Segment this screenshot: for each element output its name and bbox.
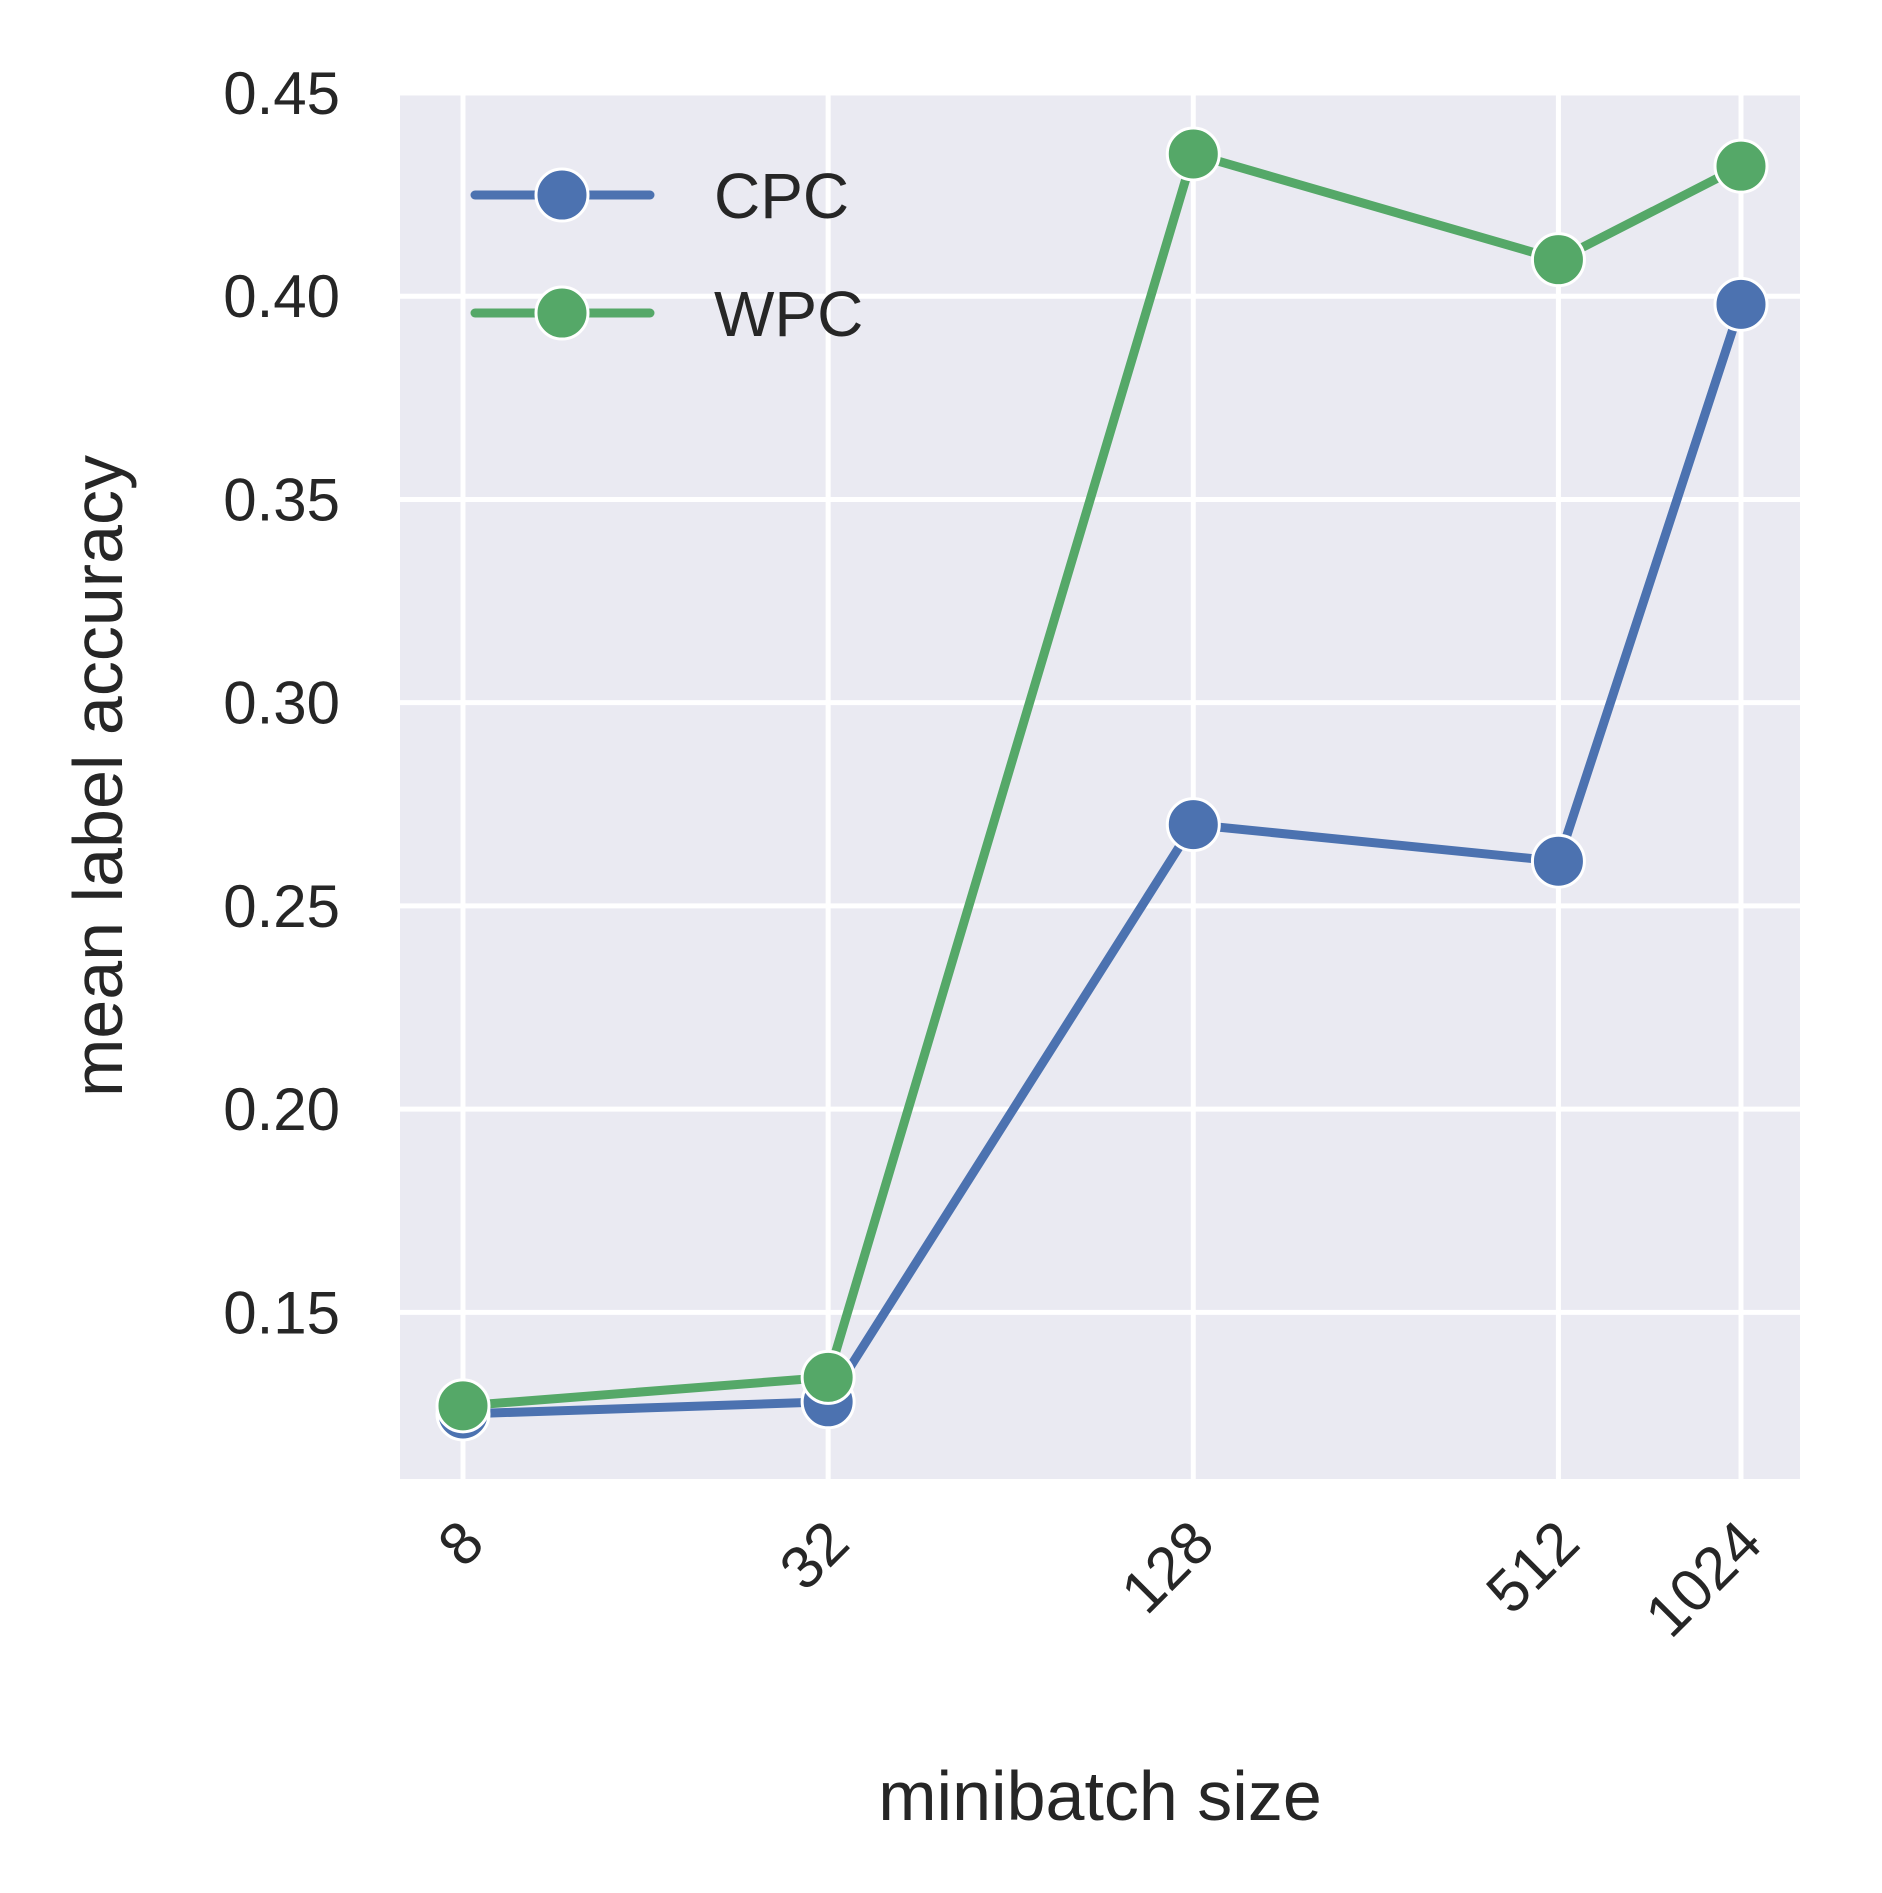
plot-area: [400, 93, 1800, 1479]
y-tick-label: 0.45: [223, 60, 340, 127]
x-tick-label: 1024: [1632, 1508, 1774, 1650]
y-tick-labels: 0.15 0.20 0.25 0.30 0.35 0.40 0.45: [223, 60, 340, 1346]
x-tick-label: 128: [1108, 1508, 1226, 1626]
x-tick-labels: 8 32 128 512 1024: [425, 1508, 1774, 1650]
y-tick-label: 0.30: [223, 670, 340, 737]
x-tick-label: 512: [1473, 1508, 1591, 1626]
y-tick-label: 0.20: [223, 1076, 340, 1143]
data-point: [1713, 138, 1769, 194]
data-point: [1713, 276, 1769, 332]
legend-marker: [534, 167, 590, 223]
x-axis-label: minibatch size: [878, 1757, 1322, 1835]
legend-label: WPC: [714, 278, 863, 350]
x-tick-label: 8: [425, 1508, 496, 1579]
legend: CPC WPC: [470, 160, 863, 350]
y-tick-label: 0.25: [223, 873, 340, 940]
legend-label: CPC: [714, 160, 849, 232]
legend-marker: [534, 285, 590, 341]
data-point: [800, 1349, 856, 1405]
y-tick-label: 0.40: [223, 263, 340, 330]
data-point: [435, 1378, 491, 1434]
series-wpc: [435, 126, 1769, 1434]
y-tick-label: 0.35: [223, 466, 340, 533]
data-point: [1165, 797, 1221, 853]
series-layer: [435, 126, 1769, 1442]
data-point: [1165, 126, 1221, 182]
data-point: [1530, 833, 1586, 889]
y-axis-label: mean label accuracy: [59, 455, 137, 1097]
x-tick-label: 32: [767, 1508, 862, 1603]
data-point: [1530, 232, 1586, 288]
y-tick-label: 0.15: [223, 1279, 340, 1346]
